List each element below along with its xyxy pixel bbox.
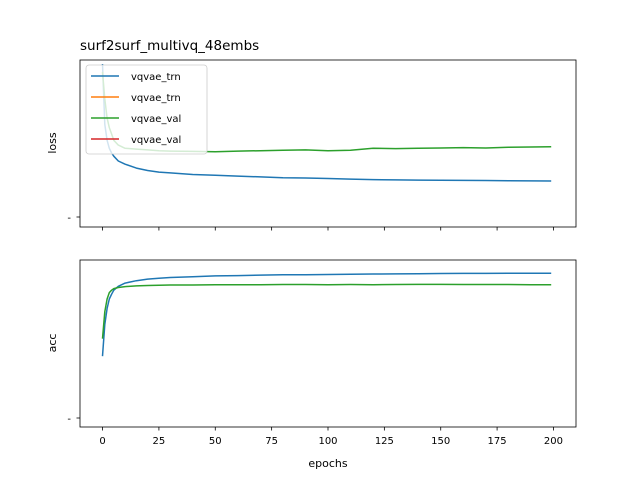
legend: vqvae_trn vqvae_trn vqvae_val vqvae_val <box>85 64 208 155</box>
acc-series-line-vqvae-val-1 <box>101 283 552 339</box>
chart-title: surf2surf_multivq_48embs <box>80 38 259 54</box>
loss-series-line-vqvae-trn-0 <box>101 63 552 182</box>
acc-plot-area <box>101 272 552 357</box>
acc-series-line-vqvae-trn-0 <box>101 272 552 357</box>
legend-label-1: vqvae_trn <box>131 72 181 83</box>
acc-ytick-label: - <box>67 414 71 425</box>
acc-xtick-label-25: 25 <box>153 436 166 447</box>
acc-xtick-label-0: 0 <box>99 436 105 447</box>
legend-label-3: vqvae_val <box>131 114 181 125</box>
loss-ylabel: loss <box>46 132 59 154</box>
legend-label-2: vqvae_trn <box>131 93 181 104</box>
acc-xtick-label-125: 125 <box>375 436 394 447</box>
acc-xtick-label-200: 200 <box>544 436 563 447</box>
acc-xtick-label-100: 100 <box>318 436 337 447</box>
acc-xtick-label-175: 175 <box>488 436 507 447</box>
loss-xtick-marks <box>102 227 554 231</box>
acc-xtick-label-150: 150 <box>431 436 450 447</box>
acc-xlabel: epochs <box>308 457 347 470</box>
acc-xtick-label-75: 75 <box>265 436 278 447</box>
acc-ylabel: acc <box>46 334 59 353</box>
legend-box <box>85 64 208 155</box>
acc-panel: acc - 0 25 50 75 100 125 150 175 200 epochs <box>46 259 577 470</box>
legend-label-4: vqvae_val <box>131 135 181 146</box>
loss-panel: surf2surf_multivq_48embs loss - vqvae_tr… <box>46 38 577 231</box>
acc-xtick-label-50: 50 <box>209 436 222 447</box>
acc-xtick-marks: 0 25 50 75 100 125 150 175 200 <box>99 427 563 447</box>
loss-ytick-label: - <box>67 213 71 224</box>
